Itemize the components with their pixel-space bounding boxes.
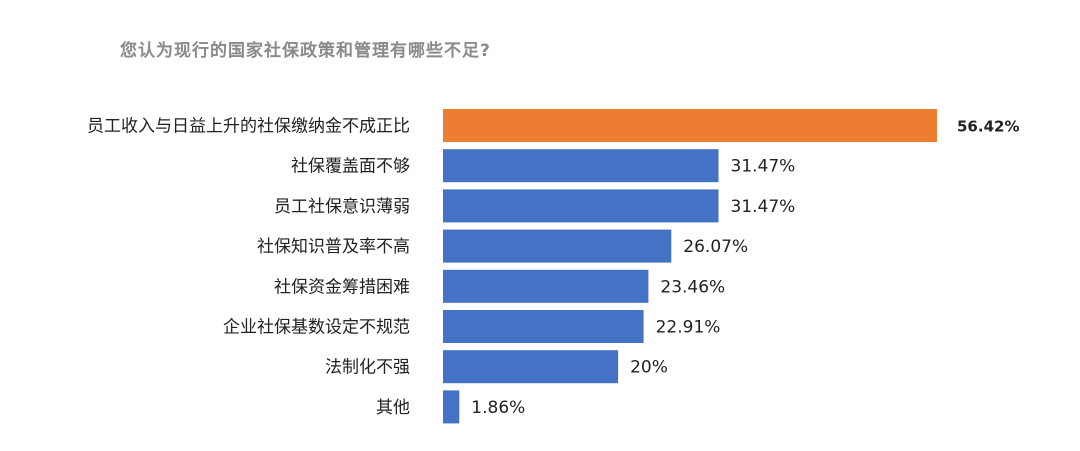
bar-5 xyxy=(443,310,644,343)
bar-0 xyxy=(443,109,937,142)
category-label-4: 社保资金筹措困难 xyxy=(274,277,410,297)
value-label-3: 26.07% xyxy=(683,237,748,257)
category-label-7: 其他 xyxy=(376,398,410,418)
bar-7 xyxy=(443,390,460,424)
category-label-6: 法制化不强 xyxy=(325,358,410,378)
category-label-3: 社保知识普及率不高 xyxy=(257,237,410,257)
bar-6 xyxy=(443,350,619,384)
value-label-7: 1.86% xyxy=(471,398,525,418)
value-label-2: 31.47% xyxy=(731,197,796,217)
category-label-2: 员工社保意识薄弱 xyxy=(274,197,410,217)
category-label-0: 员工收入与日益上升的社保缴纳金不成正比 xyxy=(87,117,410,137)
value-label-5: 22.91% xyxy=(656,318,721,338)
chart-title: 您认为现行的国家社保政策和管理有哪些不足? xyxy=(120,41,491,61)
category-label-1: 社保覆盖面不够 xyxy=(291,157,410,177)
category-label-5: 企业社保基数设定不规范 xyxy=(223,318,410,338)
value-label-0: 56.42% xyxy=(957,118,1019,136)
bar-3 xyxy=(443,229,672,263)
bar-1 xyxy=(443,149,719,183)
value-label-4: 23.46% xyxy=(660,277,725,297)
bar-2 xyxy=(443,189,719,223)
value-label-6: 20% xyxy=(630,358,668,378)
bar-4 xyxy=(443,269,649,303)
value-label-1: 31.47% xyxy=(731,157,796,177)
